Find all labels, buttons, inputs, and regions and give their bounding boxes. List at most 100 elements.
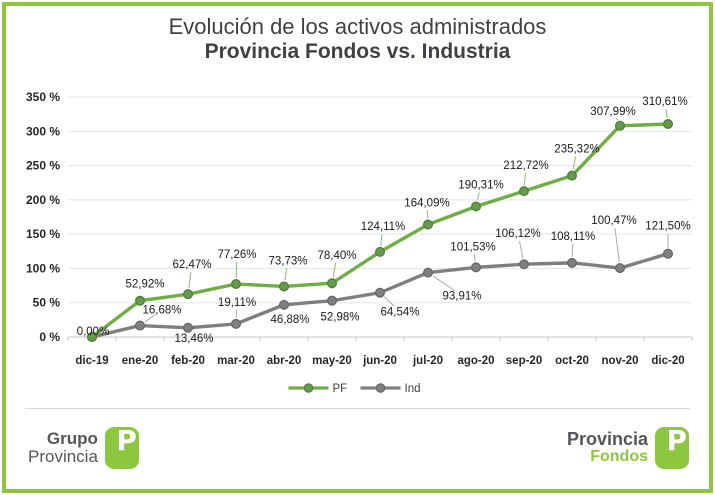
ind-data-label: 64,54% <box>380 307 419 319</box>
x-axis-label: feb-20 <box>171 355 205 367</box>
ind-data-point <box>471 262 482 273</box>
logo-text-fondos: Fondos <box>590 447 648 465</box>
data-label-leader-line <box>284 268 288 281</box>
data-label-leader-line <box>476 192 480 201</box>
ind-data-point <box>518 259 529 270</box>
data-label-leader-line <box>519 240 524 259</box>
y-axis-label: 300 % <box>26 124 60 138</box>
data-label-leader-line <box>523 173 526 186</box>
data-label-leader-line <box>615 117 618 121</box>
x-axis-label: ene-20 <box>122 355 158 367</box>
data-label-leader-line <box>665 108 668 119</box>
legend-pf-label: PF <box>333 383 348 395</box>
data-label-leader-line <box>572 156 577 170</box>
y-axis-label: 350 % <box>26 90 60 104</box>
logo-text-provincia-right: Provincia <box>566 429 648 449</box>
logo-text-provincia: Provincia <box>28 446 98 466</box>
line-chart: 0 % 50 % 100 % 150 % 200 % 250 % 300 % 350 % dic… <box>26 90 693 395</box>
ind-data-point <box>327 295 338 306</box>
ind-data-label: 52,98% <box>320 312 359 324</box>
pf-data-point <box>231 279 242 290</box>
pf-data-point <box>614 120 625 131</box>
ind-data-point <box>566 257 577 268</box>
y-axis-label: 200 % <box>26 193 60 207</box>
legend-ind-label: Ind <box>405 383 421 395</box>
pf-data-point <box>518 186 529 197</box>
pf-data-label: 212,72% <box>503 160 548 172</box>
x-axis-label: sep-20 <box>506 355 542 367</box>
ind-data-point <box>183 322 194 333</box>
pf-data-point <box>423 219 434 230</box>
provincia-p-icon: P <box>104 424 139 469</box>
provincia-fondos-p-icon: P <box>655 424 689 469</box>
x-axis-label: dic-19 <box>75 355 108 367</box>
ind-data-label: 93,91% <box>442 291 481 303</box>
pf-data-point <box>471 201 482 212</box>
pf-data-label: 164,09% <box>404 197 449 209</box>
y-axis-label: 150 % <box>26 227 60 241</box>
ind-data-label: 108,11% <box>551 231 596 243</box>
p-letter: P <box>116 424 137 457</box>
x-axis-label: mar-20 <box>217 355 255 367</box>
ind-data-point <box>423 267 434 278</box>
ind-data-label: 13,46% <box>174 333 213 345</box>
pf-data-label: 52,92% <box>125 279 164 291</box>
pf-data-label: 235,32% <box>554 144 599 156</box>
ind-data-label: 46,88% <box>270 314 309 326</box>
data-label-leader-line <box>235 262 238 279</box>
data-label-leader-line <box>614 227 620 263</box>
ind-data-point <box>614 263 625 274</box>
ind-data-point <box>135 320 146 331</box>
ind-data-point <box>375 287 386 298</box>
ind-data-label: 106,12% <box>495 228 540 240</box>
pf-data-point <box>86 332 97 343</box>
x-axis-label: nov-20 <box>601 355 638 367</box>
pf-data-label: 307,99% <box>590 106 635 118</box>
x-axis-label: jun-20 <box>362 355 397 367</box>
data-label-leader-line <box>473 254 476 262</box>
chart-title: Evolución de los activos administrados <box>168 14 547 39</box>
ind-data-label: 16,68% <box>142 305 181 317</box>
ind-data-label: 19,11% <box>218 297 256 309</box>
pf-data-point <box>566 170 577 181</box>
pf-data-point <box>375 246 386 257</box>
pf-data-label: 73,73% <box>268 255 307 267</box>
x-axis-label: dic-20 <box>651 355 684 367</box>
pf-data-label: 78,40% <box>317 250 356 262</box>
pf-data-label: 0,00% <box>77 326 110 338</box>
grupo-provincia-logo: Grupo Provincia P <box>28 424 139 469</box>
legend-ind-marker <box>375 383 386 393</box>
chart-title-block: Evolución de los activos administrados P… <box>0 14 715 65</box>
ind-data-label: 101,53% <box>450 241 495 253</box>
y-axis-label: 100 % <box>26 261 60 275</box>
pf-data-point <box>183 289 194 300</box>
data-label-leader-line <box>384 296 395 307</box>
pf-data-label: 62,47% <box>172 259 211 271</box>
data-label-leader-line <box>188 272 192 289</box>
data-label-leader-line <box>332 263 337 278</box>
x-axis-label: may-20 <box>312 355 352 367</box>
x-axis-label: jul-20 <box>412 355 443 367</box>
provincia-fondos-logo-text: Provincia Fondos <box>567 427 648 466</box>
pf-data-point <box>662 119 673 130</box>
data-label-leader-line <box>380 233 383 246</box>
p-letter: P <box>666 424 687 457</box>
logo-text-grupo: Grupo <box>46 429 98 448</box>
provincia-fondos-logo: Provincia Fondos P <box>567 424 689 469</box>
pf-data-label: 310,61% <box>642 96 687 108</box>
ind-data-point <box>279 299 290 310</box>
grupo-provincia-logo-text: Grupo Provincia <box>28 427 98 466</box>
data-label-leader-line <box>144 313 156 323</box>
x-axis-label: oct-20 <box>555 355 589 367</box>
pf-data-label: 124,11% <box>361 221 406 233</box>
ind-data-point <box>662 248 673 259</box>
pf-data-point <box>327 278 338 289</box>
ind-data-label: 121,50% <box>645 221 690 233</box>
legend-pf-marker <box>303 383 314 393</box>
ind-data-point <box>231 318 242 329</box>
pf-data-point <box>279 281 290 292</box>
y-axis-label: 50 % <box>33 296 61 310</box>
y-axis-label: 250 % <box>26 159 60 173</box>
y-axis-label: 0 % <box>39 330 60 344</box>
pf-data-label: 77,26% <box>217 249 256 261</box>
